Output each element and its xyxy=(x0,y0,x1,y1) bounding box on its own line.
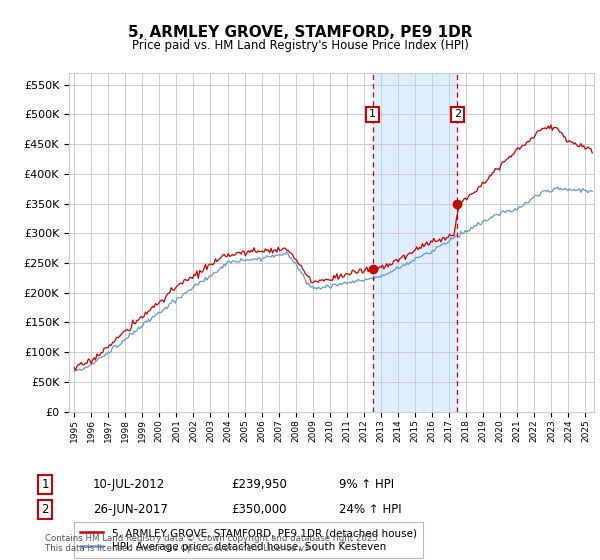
Text: 1: 1 xyxy=(41,478,49,491)
Bar xyxy=(373,73,457,412)
Text: 5, ARMLEY GROVE, STAMFORD, PE9 1DR: 5, ARMLEY GROVE, STAMFORD, PE9 1DR xyxy=(128,25,472,40)
Text: 24% ↑ HPI: 24% ↑ HPI xyxy=(339,503,401,516)
Text: 9% ↑ HPI: 9% ↑ HPI xyxy=(339,478,394,491)
Text: 10-JUL-2012: 10-JUL-2012 xyxy=(93,478,165,491)
Text: Contains HM Land Registry data © Crown copyright and database right 2025.
This d: Contains HM Land Registry data © Crown c… xyxy=(45,534,380,553)
Text: 26-JUN-2017: 26-JUN-2017 xyxy=(93,503,168,516)
Text: 2: 2 xyxy=(454,109,461,119)
Legend: 5, ARMLEY GROVE, STAMFORD, PE9 1DR (detached house), HPI: Average price, detache: 5, ARMLEY GROVE, STAMFORD, PE9 1DR (deta… xyxy=(74,522,423,558)
Text: £350,000: £350,000 xyxy=(231,503,287,516)
Text: 2: 2 xyxy=(41,503,49,516)
Text: Price paid vs. HM Land Registry's House Price Index (HPI): Price paid vs. HM Land Registry's House … xyxy=(131,39,469,52)
Text: 1: 1 xyxy=(369,109,376,119)
Text: £239,950: £239,950 xyxy=(231,478,287,491)
